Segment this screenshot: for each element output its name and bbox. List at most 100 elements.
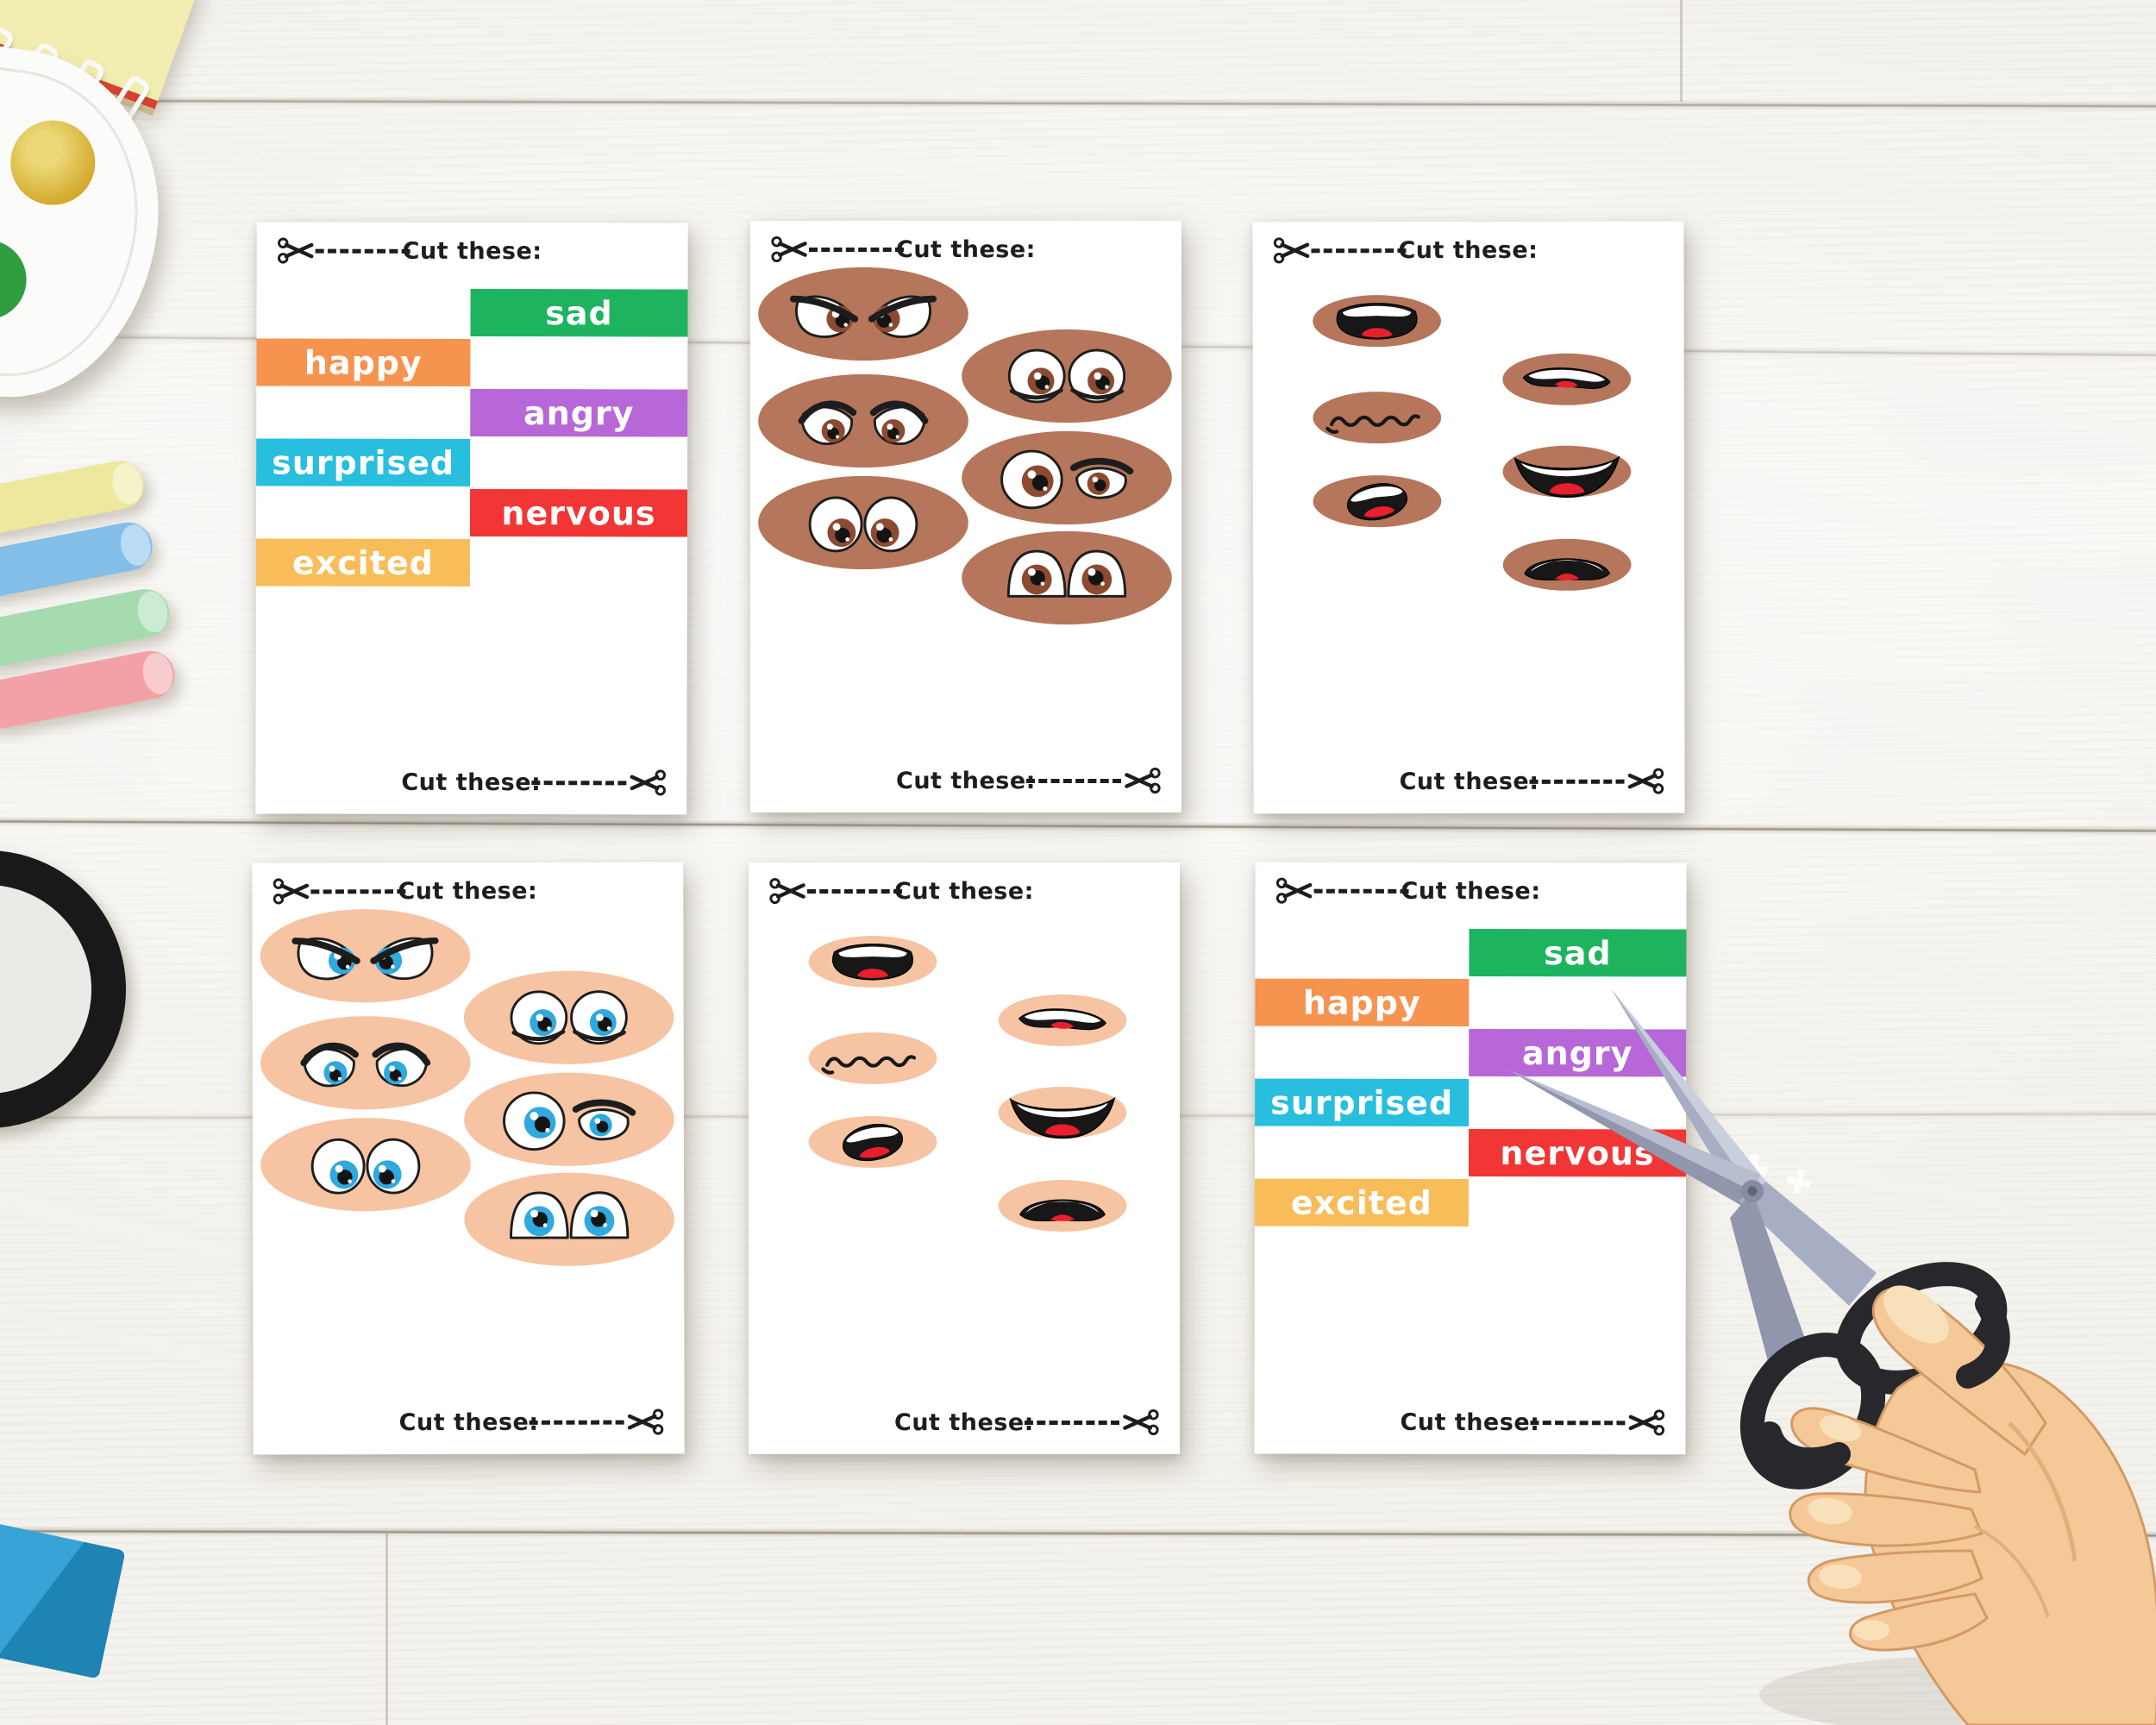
word-label: excited (1290, 1183, 1432, 1222)
cut-footer: Cut these: (1275, 767, 1664, 802)
eyes-oval-cheerful (962, 329, 1172, 423)
scissors-icon (1121, 1408, 1159, 1437)
mouth-oval-big-smile (1502, 445, 1632, 499)
scissors-handle-front (1758, 1292, 2010, 1472)
word-bar-happy: happy (256, 338, 471, 386)
ring-finger (1807, 1549, 1984, 1604)
word-label: angry (523, 393, 635, 432)
cut-instruction: Cut these: (1401, 877, 1541, 906)
eyes-oval-calm (260, 1118, 471, 1212)
scissors-icon (1123, 766, 1161, 795)
thumb-nail (1883, 1285, 1949, 1344)
magnifying-glass-rim (0, 850, 126, 1128)
hand-holding-scissors (1507, 988, 2156, 1725)
eyes-oval-calm (758, 475, 968, 570)
cut-dash-line (809, 248, 904, 252)
cut-footer: Cut these: (769, 1408, 1159, 1442)
word-label: sad (545, 293, 613, 332)
worksheet-eyes-peach: Cut these: Cut these: (252, 862, 685, 1455)
yellow-paint-well (4, 115, 101, 210)
word-bar-sad: sad (470, 288, 688, 337)
chalk-stick-blue (0, 518, 157, 602)
cut-header: Cut these: (1273, 235, 1663, 271)
word-bar-angry: angry (470, 388, 688, 437)
word-label: excited (291, 543, 434, 582)
word-bar-excited: excited (1254, 1178, 1469, 1226)
eyes-oval-cheerful (463, 970, 674, 1064)
worksheet-mouths-brown: Cut these: Cut these: (1252, 221, 1685, 814)
word-label: nervous (501, 493, 656, 532)
cut-footer: Cut these: (274, 1408, 664, 1443)
word-bar-happy: happy (1255, 978, 1470, 1026)
mouth-oval-squiggle (808, 1032, 937, 1084)
palm-crease (1974, 1525, 2050, 1618)
scissors-icon (1626, 767, 1664, 796)
mouth-oval-singing (1313, 475, 1442, 528)
cut-footer: Cut these: (771, 766, 1161, 800)
palm-crease (2008, 1421, 2078, 1562)
wood-plank-joint (1680, 0, 1683, 102)
word-label: surprised (272, 443, 455, 482)
cut-dash-line (529, 1420, 624, 1425)
eyes-oval-worried (260, 1016, 471, 1110)
cut-instruction: Cut these: (402, 237, 542, 266)
scissors-blades (1507, 988, 1877, 1368)
wood-plank-joint (385, 1534, 388, 1725)
blue-paper-corner (0, 1515, 126, 1679)
cut-dash-line (531, 781, 627, 786)
scissors-icon (628, 768, 666, 797)
word-bar-sad: sad (1469, 928, 1687, 977)
cut-header: Cut these: (771, 235, 1161, 269)
cut-instruction: Cut these: (894, 1409, 1034, 1436)
cut-instruction: Cut these: (896, 768, 1036, 794)
mouth-oval-shouting (808, 936, 937, 988)
cut-header: Cut these: (769, 876, 1159, 911)
cut-header: Cut these: (278, 236, 667, 272)
eyes-oval-peeking (464, 1172, 674, 1266)
word-bar-surprised: surprised (256, 438, 471, 486)
cut-instruction: Cut these: (894, 878, 1034, 905)
finger-nail (1853, 1620, 1890, 1640)
mouth-oval-squiggle (1313, 392, 1442, 444)
cut-dash-line (1026, 779, 1121, 783)
cut-dash-line (1025, 1421, 1119, 1425)
word-bar-excited: excited (255, 538, 470, 586)
cut-dash-line (1529, 779, 1625, 784)
worksheet-emotion-words-1: Cut these: sad happy angry surprised ner… (255, 222, 688, 815)
word-bars: sad happy angry surprised nervous excite… (255, 288, 688, 589)
green-paint-well (0, 235, 32, 325)
eyes-oval-angry (260, 909, 471, 1003)
eyes-oval-peeking (962, 530, 1172, 625)
worksheet-eyes-brown: Cut these: Cut these: (750, 221, 1181, 812)
wood-plank-seam (0, 96, 2156, 112)
cut-instruction: Cut these: (1398, 236, 1539, 265)
mouth-oval-sad-open (998, 1180, 1127, 1232)
word-label: happy (304, 343, 423, 382)
eyes-oval-worried (758, 373, 968, 468)
finger-nail (1819, 1564, 1862, 1590)
mouth-oval-unsure (998, 994, 1127, 1046)
word-bar-surprised: surprised (1255, 1078, 1470, 1126)
mouth-oval-shouting (1313, 295, 1442, 348)
eyes-oval-skeptical (962, 430, 1172, 525)
finger-nail (1808, 1497, 1852, 1525)
word-bar-nervous: nervous (469, 488, 688, 537)
mouth-oval-sad-open (1502, 538, 1632, 591)
eyes-oval-skeptical (464, 1072, 674, 1166)
cut-instruction: Cut these: (896, 236, 1036, 263)
eyes-oval-angry (758, 267, 968, 361)
cut-instruction: Cut these: (398, 877, 538, 906)
word-label: surprised (1270, 1083, 1454, 1122)
worksheet-mouths-peach: Cut these: Cut these: (749, 862, 1180, 1454)
scissors-icon (626, 1408, 664, 1437)
wood-plank-seam (0, 816, 2156, 836)
word-label: happy (1302, 983, 1421, 1022)
finger-nail (1819, 1414, 1862, 1442)
mouth-oval-singing (808, 1116, 937, 1168)
cut-dash-line (807, 889, 902, 894)
word-label: sad (1544, 933, 1612, 972)
cut-header: Cut these: (1276, 876, 1666, 912)
mouth-oval-big-smile (998, 1087, 1127, 1139)
mouth-oval-unsure (1502, 353, 1632, 405)
